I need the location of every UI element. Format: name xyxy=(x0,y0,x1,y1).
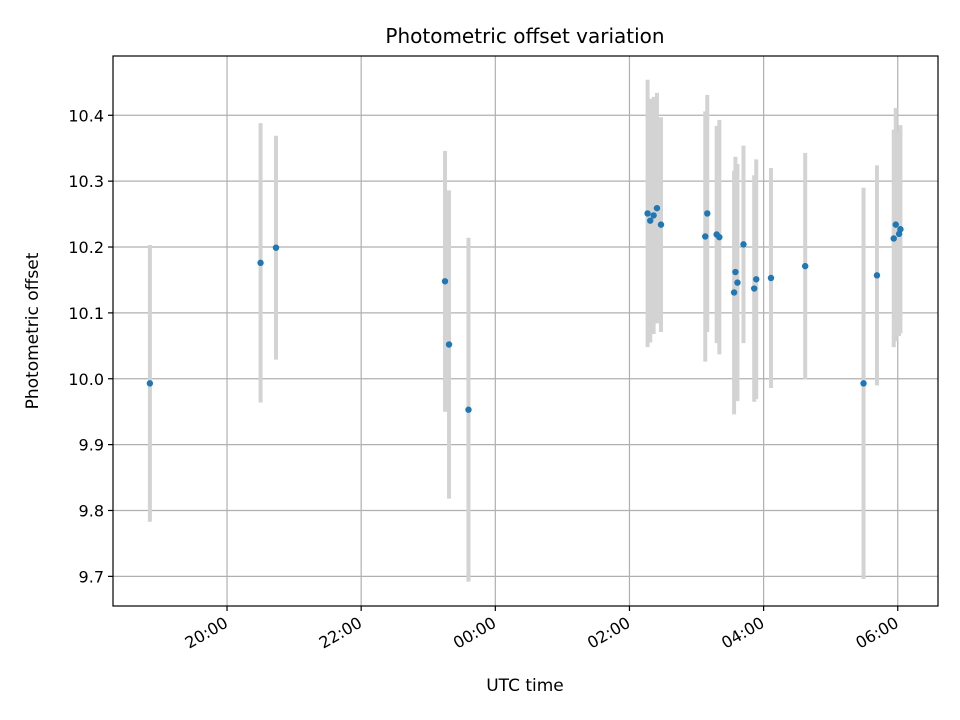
data-point xyxy=(767,274,775,282)
data-point xyxy=(445,341,453,348)
data-point xyxy=(465,406,472,413)
y-tick-label: 9.8 xyxy=(79,501,104,520)
data-point xyxy=(751,285,758,292)
y-tick-label: 10.0 xyxy=(68,370,104,389)
data-point xyxy=(716,233,723,241)
y-tick-label: 10.1 xyxy=(68,304,104,323)
chart-title: Photometric offset variation xyxy=(385,24,664,48)
y-tick-label: 9.7 xyxy=(79,567,104,586)
data-point xyxy=(146,380,154,387)
y-tick-label: 9.9 xyxy=(79,436,104,455)
data-point xyxy=(897,226,904,233)
y-tick-label: 10.4 xyxy=(68,106,104,125)
data-point xyxy=(657,221,665,228)
data-point xyxy=(801,262,809,270)
data-point xyxy=(892,221,899,228)
data-point xyxy=(860,380,867,387)
data-point xyxy=(734,279,741,286)
data-point xyxy=(890,235,897,242)
data-point xyxy=(873,272,881,279)
data-point xyxy=(647,217,654,224)
data-point xyxy=(272,244,280,251)
data-point xyxy=(740,241,747,248)
y-tick-label: 10.2 xyxy=(68,238,104,257)
data-point xyxy=(704,210,711,217)
plot-frame xyxy=(112,55,939,607)
data-points xyxy=(146,204,904,413)
data-point xyxy=(702,233,709,240)
x-axis-label: UTC time xyxy=(486,676,564,696)
data-point xyxy=(653,204,661,212)
y-tick-label: 10.3 xyxy=(68,172,104,191)
data-point xyxy=(257,259,264,267)
data-point xyxy=(650,212,657,219)
data-point xyxy=(732,268,739,276)
y-axis-label: Photometric offset xyxy=(23,252,43,409)
data-point xyxy=(730,289,738,296)
data-point xyxy=(753,276,760,283)
data-point xyxy=(441,278,449,285)
data-point xyxy=(644,210,651,217)
